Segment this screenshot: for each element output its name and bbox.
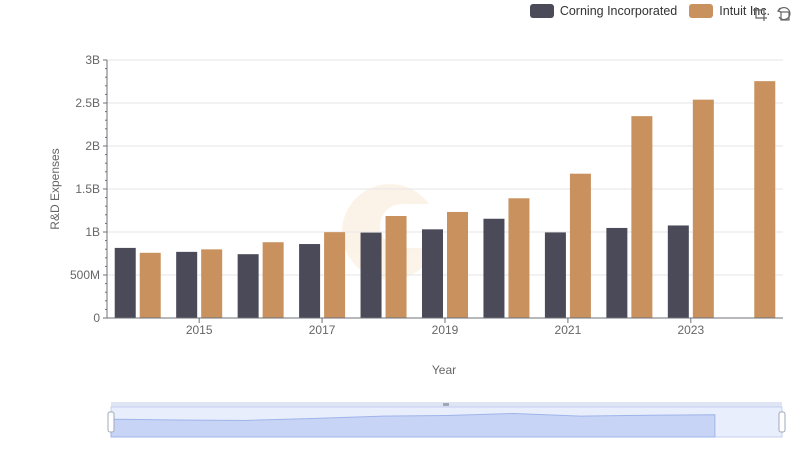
y-tick-label: 1B [85, 225, 100, 239]
bar-corning-2020 [483, 218, 505, 318]
slider-overview-area [110, 412, 716, 438]
y-tick-label: 500M [70, 268, 100, 282]
bar-intuit-2015 [201, 249, 223, 318]
y-tick-label: 2.5B [75, 96, 100, 110]
y-tick-label: 2B [85, 139, 100, 153]
bar-corning-2021 [544, 232, 566, 318]
zoom-select-icon[interactable] [752, 6, 768, 22]
x-axis: 2015 2017 2019 2021 2023 [107, 317, 783, 337]
legend-item-intuit[interactable]: Intuit Inc. [689, 4, 770, 18]
bar-corning-2016 [237, 254, 259, 318]
slider-move-grip [443, 403, 449, 406]
bar-corning-2015 [176, 251, 198, 318]
legend: Corning Incorporated Intuit Inc. [529, 4, 770, 18]
bar-intuit-2016 [262, 242, 284, 318]
legend-item-corning[interactable]: Corning Incorporated [529, 4, 678, 18]
grid-lines [107, 59, 783, 319]
bar-intuit-2020 [508, 198, 530, 318]
bars-group [114, 81, 776, 319]
bar-intuit-2021 [569, 173, 591, 318]
bar-intuit-2022 [631, 116, 653, 319]
x-tick-label: 2019 [432, 323, 459, 337]
y-axis: 0 500M 1B 1.5B 2B 2.5B 3B [70, 53, 108, 325]
bar-intuit-2017 [324, 232, 346, 318]
x-tick-label: 2023 [677, 323, 704, 337]
y-axis-title: R&D Expenses [48, 148, 62, 229]
bar-corning-2014 [114, 247, 136, 318]
legend-swatch-intuit [689, 4, 714, 18]
x-tick-label: 2021 [555, 323, 582, 337]
legend-label-intuit: Intuit Inc. [719, 4, 770, 18]
zoom-reset-icon[interactable] [776, 6, 792, 22]
bar-intuit-2014 [139, 252, 161, 318]
data-zoom-slider[interactable] [107, 402, 786, 438]
bar-corning-2018 [360, 232, 382, 318]
bar-intuit-2023 [692, 99, 714, 318]
slider-handle-left [107, 411, 115, 433]
bar-corning-2022 [606, 227, 628, 318]
y-tick-label: 0 [93, 311, 100, 325]
legend-label-corning: Corning Incorporated [559, 4, 678, 18]
legend-swatch-corning [529, 4, 554, 18]
y-tick-label: 1.5B [75, 182, 100, 196]
bar-intuit-2018 [385, 216, 407, 318]
bar-corning-2019 [422, 229, 443, 318]
toolbox [752, 6, 792, 22]
x-tick-label: 2015 [186, 323, 213, 337]
y-tick-label: 3B [85, 53, 100, 67]
bar-intuit-2019 [447, 211, 468, 318]
bar-intuit-2024 [754, 81, 776, 318]
slider-handle-right [778, 411, 786, 433]
bar-corning-2017 [299, 244, 321, 318]
x-axis-title: Year [432, 363, 456, 377]
x-tick-label: 2017 [309, 323, 336, 337]
bar-corning-2023 [667, 225, 689, 318]
